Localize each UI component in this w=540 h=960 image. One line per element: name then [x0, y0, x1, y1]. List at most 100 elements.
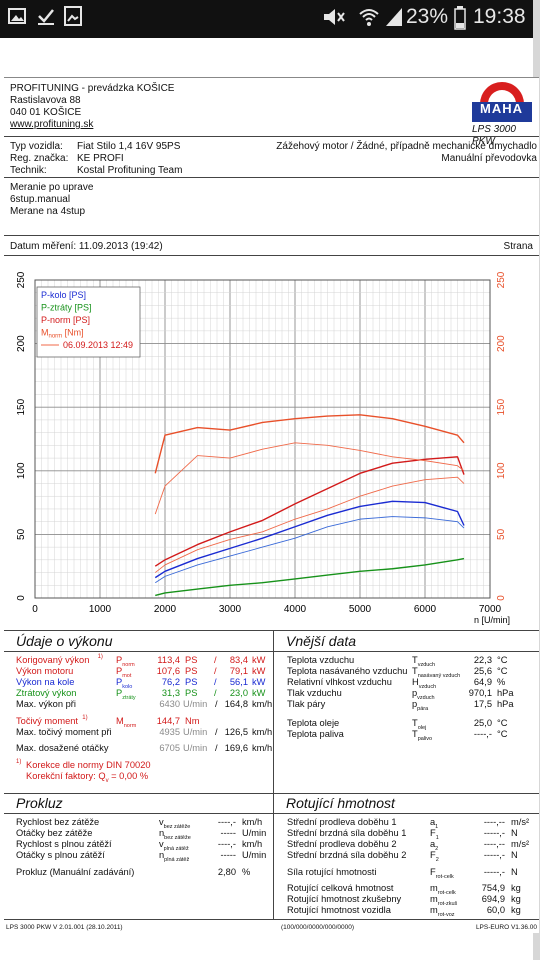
vykon-value2: 169,6: [224, 743, 248, 753]
correction-factor: Korekční faktory: Qv = 0,00 %: [26, 771, 149, 784]
hmotnost-unit: m/s²: [511, 817, 530, 827]
vykon-unit: U/min: [183, 699, 208, 709]
reg-value: KE PROFI: [77, 153, 124, 164]
hmotnost-unit: N: [511, 867, 518, 877]
prokluz-manual-label: Prokluz (Manuální zadávání): [16, 867, 135, 877]
gallery-icon: [64, 6, 82, 33]
vykon-symbol: Mnorm: [116, 716, 137, 729]
x-tick-label: 5000: [349, 604, 372, 615]
vykon-value2: 23,0: [229, 688, 248, 698]
vnejsi-value: 64,9: [473, 677, 492, 687]
typ-label: Typ vozidla:: [10, 141, 63, 152]
company-name: PROFITUNING - prevádzka KOŠICE: [10, 83, 175, 94]
hmotnost-unit: kg: [511, 894, 521, 904]
vnejsi-label: Teplota paliva: [287, 729, 344, 739]
tech-label: Technik:: [10, 165, 47, 176]
hmotnost-label: Rotující celková hmotnost: [287, 883, 394, 893]
vnejsi-symbol: ppára: [412, 699, 429, 712]
x-tick-label: 7000: [479, 604, 502, 615]
vnejsi-unit: °C: [497, 655, 508, 665]
y-tick-label-right: 150: [496, 398, 507, 415]
y-tick-label-left: 100: [16, 462, 27, 479]
vykon-value: 113,4: [157, 655, 180, 665]
y-tick-label-right: 250: [496, 271, 507, 288]
vykon-label: Max. točivý moment při: [16, 727, 112, 737]
section-hmotnost-title: Rotující hmotnost: [286, 795, 395, 811]
prokluz-value: ----,-: [217, 839, 236, 849]
hmotnost-unit: kg: [511, 883, 521, 893]
company-street: Rastislavova 88: [10, 95, 81, 106]
dyno-report: PROFITUNING - prevádzka KOŠICE Rastislav…: [4, 77, 539, 933]
vykon-unit: U/min: [183, 727, 208, 737]
vykon-value2: 79,1: [229, 666, 248, 676]
vnejsi-label: Teplota nasávaného vzduchu: [287, 666, 408, 676]
hmotnost-value: -----,-: [483, 867, 505, 877]
vnejsi-unit: hPa: [497, 688, 514, 698]
status-bar: 23% 19:38: [0, 0, 540, 38]
vykon-label: Výkon motoru: [16, 666, 74, 676]
hmotnost-unit: m/s²: [511, 839, 530, 849]
hmotnost-symbol: a2: [430, 839, 439, 852]
battery-icon: [454, 6, 466, 37]
vykon-symbol: Pztráty: [116, 688, 136, 701]
hmotnost-label: Střední prodleva doběhu 1: [287, 817, 397, 827]
legend-entry-torque: Mnorm [Nm]: [41, 328, 84, 340]
hmotnost-symbol: Frot-celk: [430, 867, 454, 880]
legend-entry-reference: 06.09.2013 12:49: [63, 340, 133, 350]
series-line-3: [154, 414, 465, 474]
x-tick-label: 3000: [219, 604, 242, 615]
mute-icon: [322, 6, 346, 35]
vykon-symbol: Pmot: [116, 666, 132, 679]
page-label: Strana: [503, 241, 533, 252]
vnejsi-value: 25,6: [473, 666, 492, 676]
vykon-sep: /: [214, 655, 217, 665]
vnejsi-unit: °C: [497, 718, 508, 728]
clock: 19:38: [473, 5, 526, 28]
maha-logo-text: MAHA: [480, 101, 523, 116]
plot-frame: [34, 279, 491, 599]
prokluz-value: -----: [220, 828, 236, 838]
hmotnost-label: Rotující hmotnost vozidla: [287, 905, 391, 915]
vykon-unit: Nm: [185, 716, 200, 726]
vykon-value: 31,3: [161, 688, 180, 698]
vnejsi-value: 17,5: [473, 699, 492, 709]
hmotnost-symbol: a1: [430, 817, 439, 830]
vnejsi-unit: °C: [497, 729, 508, 739]
x-tick-label: 2000: [154, 604, 177, 615]
vnejsi-symbol: pvzduch: [412, 688, 435, 701]
vykon-unit: PS: [185, 688, 198, 698]
prokluz-value: -----: [220, 850, 236, 860]
image-icon: [8, 6, 26, 32]
vnejsi-symbol: Hvzduch: [412, 677, 437, 690]
vykon-sep: /: [214, 666, 217, 676]
prokluz-unit: km/h: [242, 839, 263, 849]
series-line-6: [155, 516, 465, 584]
hmotnost-symbol: F2: [430, 850, 439, 863]
vykon-symbol: Pnorm: [116, 655, 135, 668]
vykon-label: Max. dosažené otáčky: [16, 743, 109, 753]
prokluz-symbol: vplná zátěž: [159, 839, 189, 852]
y-tick-label-left: 200: [16, 335, 27, 352]
vnejsi-label: Tlak páry: [287, 699, 326, 709]
legend-entry: P-kolo [PS]: [41, 290, 86, 300]
y-tick-label-left: 150: [16, 398, 27, 415]
hmotnost-label: Střední brzdná síla doběhu 1: [287, 828, 407, 838]
hmotnost-value: -----,-: [483, 850, 505, 860]
motor-type: Zážehový motor / Žádné, případně mechani…: [276, 141, 537, 152]
x-tick-label: 0: [32, 604, 38, 615]
vnejsi-value: 25,0: [473, 718, 492, 728]
hmotnost-value: ----,--: [483, 817, 505, 827]
vnejsi-label: Tlak vzduchu: [287, 688, 342, 698]
hmotnost-value: ----,--: [483, 839, 505, 849]
gearbox-type: Manuální převodovka: [441, 153, 537, 164]
hmotnost-unit: N: [511, 828, 518, 838]
vnejsi-symbol: Tpalivo: [412, 729, 433, 742]
typ-value: Fiat Stilo 1,4 16V 95PS: [77, 141, 181, 152]
measure-date: Datum měření: 11.09.2013 (19:42): [10, 241, 163, 252]
prokluz-manual-value: 2,80: [217, 867, 236, 877]
vykon-label: Výkon na kole: [16, 677, 75, 687]
company-web-link[interactable]: www.profituning.sk: [10, 119, 94, 130]
prokluz-symbol: nplná zátěž: [159, 850, 190, 863]
vnejsi-symbol: Tnasávaný vzduch: [412, 666, 461, 679]
